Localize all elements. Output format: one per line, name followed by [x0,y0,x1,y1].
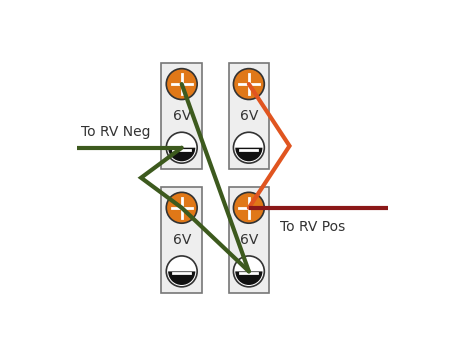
Circle shape [166,192,197,223]
Text: To RV Neg: To RV Neg [81,125,150,139]
Circle shape [233,256,264,287]
Circle shape [166,256,197,287]
Text: To RV Pos: To RV Pos [280,220,346,234]
Circle shape [233,192,264,223]
Wedge shape [235,271,263,285]
Circle shape [166,69,197,99]
Wedge shape [168,271,195,285]
Circle shape [233,69,264,99]
Circle shape [233,132,264,163]
Bar [161,63,202,169]
Text: 6V: 6V [240,109,258,123]
Bar [228,63,269,169]
Wedge shape [235,148,263,161]
Bar [228,187,269,293]
Bar [161,187,202,293]
Wedge shape [168,148,195,161]
Text: 6V: 6V [240,233,258,247]
Text: 6V: 6V [173,109,191,123]
Text: 6V: 6V [173,233,191,247]
Circle shape [166,132,197,163]
